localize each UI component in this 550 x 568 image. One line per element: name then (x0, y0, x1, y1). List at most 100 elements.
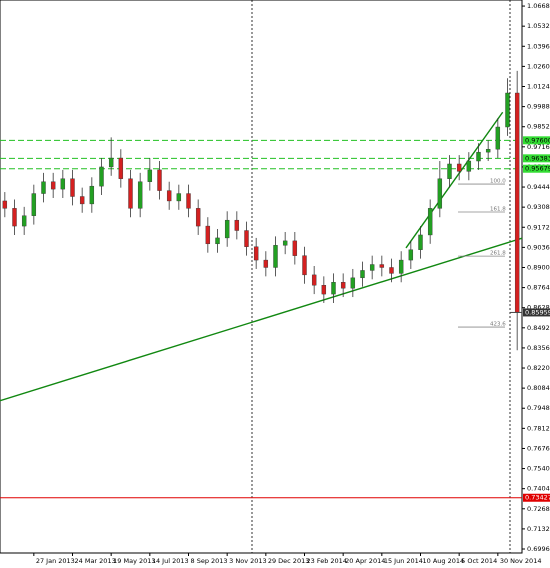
candle-body (244, 230, 249, 247)
y-tick-label: 1.03960 (527, 42, 550, 50)
candle-body (514, 92, 520, 313)
candle-body (205, 225, 211, 245)
x-tick-label: 24 Mar 2013 (75, 557, 116, 565)
candle-body (195, 208, 201, 227)
candle-body (437, 178, 443, 209)
candle-body (50, 181, 56, 190)
candle-body (282, 240, 288, 246)
candle-body (350, 277, 356, 289)
candle-body (447, 163, 452, 179)
candle-body (60, 178, 66, 190)
x-tick-label: 27 Jan 2013 (36, 557, 75, 565)
x-tick-label: 5 Oct 2014 (461, 557, 497, 565)
candle-body (147, 169, 153, 182)
candle-body (99, 166, 104, 187)
fib-label: 161.8 (490, 207, 506, 213)
price-label: 0.85959 (525, 308, 550, 316)
candle-body (302, 255, 307, 276)
x-tick-label: 8 Sep 2013 (191, 557, 228, 565)
candle-body (331, 282, 336, 295)
candle-body (427, 208, 433, 236)
y-tick-label: 1.02600 (527, 62, 550, 70)
candle-body (273, 245, 278, 268)
candle-body (41, 181, 46, 194)
level-tag (523, 164, 550, 173)
candle-body (456, 163, 462, 172)
candle-body (485, 148, 491, 153)
y-tick-label: 0.69960 (527, 545, 550, 553)
candle-body (224, 219, 230, 239)
price-tag (523, 308, 550, 317)
level-tag (523, 154, 550, 163)
x-tick-label: 19 May 2013 (113, 557, 155, 565)
candle-body (263, 259, 269, 268)
fib-label: 100.0 (490, 179, 506, 185)
candle-body (157, 169, 162, 191)
candle-body (408, 249, 414, 261)
candle-body (108, 157, 114, 168)
candle-body (128, 178, 133, 209)
candle-body (418, 234, 423, 250)
plot-frame (0, 0, 523, 554)
trend-line (405, 111, 504, 249)
candle-body (369, 264, 375, 271)
candle-body (2, 200, 8, 209)
candle-body (186, 193, 191, 209)
y-tick-label: 1.05320 (527, 22, 550, 30)
x-tick-label: 15 Jun 2014 (384, 557, 423, 565)
candle-body (360, 270, 365, 279)
candle-body (12, 208, 17, 227)
level-label: 0.73427 (525, 494, 550, 502)
x-tick-label: 29 Dec 2013 (268, 557, 310, 565)
level-label: 0.96383 (525, 154, 550, 162)
candle-body (398, 259, 404, 274)
x-tick-label: 10 Aug 2014 (423, 557, 465, 565)
candle-body (340, 282, 346, 289)
candle-body (79, 196, 85, 205)
candle-body (89, 185, 95, 205)
level-tag (523, 136, 550, 145)
candle-body (176, 193, 182, 202)
x-tick-label: 23 Feb 2014 (307, 557, 347, 565)
candle-body (137, 181, 143, 209)
x-tick-label: 20 Apr 2014 (345, 557, 385, 565)
trend-line (0, 237, 523, 402)
candle-body (466, 160, 472, 172)
x-tick-label: 14 Jul 2013 (152, 557, 189, 565)
candle-body (21, 215, 27, 227)
candle-body (495, 126, 501, 150)
x-tick-label: 30 Nov 2014 (500, 557, 542, 565)
y-tick-label: 1.06680 (527, 2, 550, 10)
level-label: 0.97600 (525, 136, 550, 144)
candle-body (253, 246, 259, 261)
candle-body (321, 285, 327, 295)
candle-body (166, 190, 172, 202)
candle-body (379, 264, 385, 268)
fib-label: 261.8 (490, 251, 506, 257)
candle-body (215, 237, 220, 245)
candle-body (292, 240, 298, 256)
candle-body (31, 193, 37, 216)
candle-body (311, 274, 317, 286)
candle-body (389, 267, 394, 274)
candle-body (234, 219, 240, 231)
